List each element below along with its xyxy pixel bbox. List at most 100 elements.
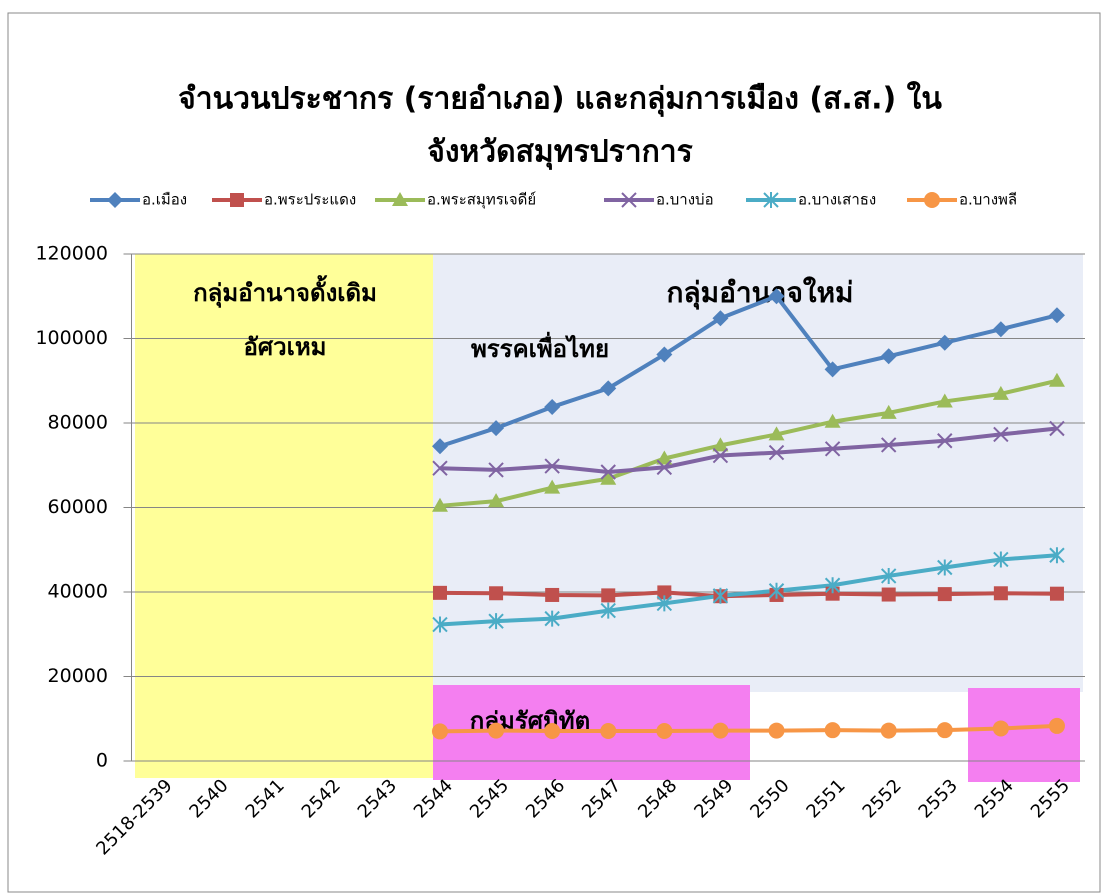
marker — [489, 586, 504, 601]
marker — [488, 462, 504, 478]
marker — [880, 722, 897, 739]
marker — [992, 321, 1009, 338]
marker — [1048, 307, 1065, 324]
marker — [763, 192, 779, 208]
legend-label: อ.เมือง — [142, 191, 187, 209]
marker — [601, 588, 616, 603]
marker — [656, 346, 673, 363]
marker — [600, 470, 617, 485]
marker — [488, 420, 505, 437]
y-tick-label: 100000 — [35, 327, 108, 349]
y-tick-label: 20000 — [48, 665, 108, 687]
marker — [993, 551, 1009, 568]
series-line — [439, 553, 1058, 627]
marker — [488, 722, 505, 739]
marker — [712, 437, 729, 452]
y-tick-label: 0 — [96, 750, 108, 772]
marker — [544, 610, 560, 627]
series-line — [439, 590, 1057, 599]
marker — [431, 497, 448, 512]
marker — [656, 723, 673, 740]
y-tick-label: 40000 — [48, 581, 108, 603]
legend-label: อ.พระสมุทรเจดีย์ — [427, 191, 536, 210]
marker — [600, 723, 617, 740]
marker — [1048, 717, 1065, 734]
legend-label: อ.บางบ่อ — [656, 191, 714, 209]
legend-label: อ.บางเสาธง — [798, 191, 876, 209]
marker — [993, 426, 1009, 443]
marker — [1049, 420, 1065, 437]
marker — [937, 433, 953, 449]
marker — [621, 192, 637, 208]
marker — [544, 723, 561, 740]
y-tick-label: 60000 — [48, 496, 108, 518]
marker — [432, 616, 448, 633]
series-line — [439, 723, 1058, 734]
marker — [936, 722, 953, 739]
y-tick-label: 80000 — [48, 412, 108, 434]
marker — [824, 722, 841, 739]
marker — [993, 586, 1008, 601]
marker — [824, 361, 841, 378]
series-line — [439, 378, 1058, 508]
marker — [880, 567, 897, 584]
marker — [657, 585, 672, 600]
marker — [880, 404, 897, 419]
series-line — [439, 294, 1058, 449]
marker — [768, 582, 785, 599]
marker — [432, 460, 448, 476]
y-tick-label: 120000 — [35, 243, 108, 265]
region-rasmithat-2 — [968, 688, 1080, 782]
marker — [937, 559, 953, 576]
marker — [600, 464, 616, 480]
marker — [992, 720, 1009, 737]
marker — [656, 450, 673, 465]
annotation: พรรคเพื่อไทย — [471, 331, 609, 363]
marker — [488, 493, 505, 508]
marker — [431, 723, 448, 740]
marker — [488, 613, 504, 630]
series-line — [439, 426, 1058, 475]
marker — [1049, 547, 1065, 564]
legend-label: อ.บางพลี — [959, 191, 1017, 209]
marker — [768, 426, 785, 441]
marker — [712, 310, 729, 327]
marker — [544, 398, 561, 415]
marker — [544, 458, 560, 474]
marker — [824, 441, 841, 457]
annotation: กลุ่มอำนาจดั้งเดิม — [193, 274, 377, 309]
marker — [768, 722, 785, 739]
marker — [880, 348, 897, 365]
marker — [1049, 586, 1064, 601]
marker — [545, 587, 560, 602]
marker — [881, 587, 896, 602]
chart-title: จังหวัดสมุทรปราการ — [427, 135, 692, 171]
legend-label: อ.พระประแดง — [264, 191, 356, 209]
marker — [712, 722, 729, 739]
marker — [230, 193, 244, 207]
marker — [431, 438, 448, 455]
marker — [392, 192, 408, 206]
marker — [768, 288, 785, 305]
annotation: กลุ่มอำนาจใหม่ — [667, 276, 854, 310]
marker — [880, 437, 897, 453]
marker — [656, 595, 673, 612]
marker — [937, 587, 952, 602]
marker — [825, 586, 840, 601]
marker — [600, 380, 617, 397]
marker — [600, 602, 616, 619]
marker — [924, 192, 940, 208]
region-old-power — [135, 254, 433, 778]
marker — [992, 385, 1009, 400]
marker — [936, 334, 953, 351]
marker — [432, 585, 447, 600]
marker — [107, 192, 123, 208]
marker — [712, 447, 729, 464]
annotation: อัศวเหม — [244, 333, 327, 361]
marker — [656, 459, 673, 476]
marker — [824, 577, 841, 594]
marker — [768, 444, 785, 461]
region-new-power — [433, 254, 1083, 692]
marker — [1048, 372, 1065, 387]
